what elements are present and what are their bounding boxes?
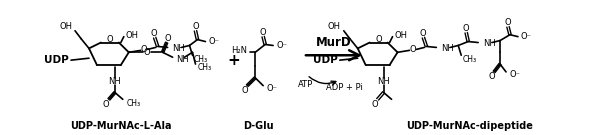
Text: CH₃: CH₃ (462, 55, 477, 64)
Text: UDP: UDP (313, 55, 338, 65)
Text: O: O (192, 22, 199, 31)
Text: O: O (164, 34, 171, 43)
Text: NH: NH (177, 55, 189, 64)
Text: NH: NH (441, 44, 454, 53)
Text: O: O (107, 35, 113, 44)
Text: O: O (260, 28, 267, 37)
Text: OH: OH (328, 22, 341, 31)
Text: UDP-MurNAc-dipeptide: UDP-MurNAc-dipeptide (406, 121, 533, 131)
Text: O: O (151, 29, 157, 38)
Text: NH: NH (377, 77, 390, 86)
Text: O: O (375, 35, 382, 44)
Text: OH: OH (126, 31, 139, 40)
Text: D-Glu: D-Glu (243, 121, 274, 131)
Text: OH: OH (59, 22, 72, 31)
Text: NH: NH (108, 77, 121, 86)
Text: O⁻: O⁻ (521, 32, 532, 41)
Text: O⁻: O⁻ (509, 70, 520, 79)
Text: ATP: ATP (298, 80, 314, 89)
Text: O: O (488, 72, 496, 81)
Text: +: + (227, 53, 240, 68)
Text: O: O (143, 48, 150, 57)
Text: O⁻: O⁻ (276, 41, 287, 50)
Text: O: O (242, 86, 249, 95)
Text: NH: NH (483, 39, 496, 48)
Text: O: O (419, 29, 426, 38)
Text: NH: NH (173, 44, 185, 53)
Text: O: O (140, 45, 147, 54)
Text: ADP + Pi: ADP + Pi (326, 83, 363, 92)
Text: CH₃: CH₃ (198, 63, 212, 72)
Text: O: O (102, 100, 109, 109)
Text: OH: OH (394, 31, 408, 40)
Text: MurD: MurD (316, 36, 352, 49)
Text: O: O (505, 18, 511, 27)
Text: O: O (463, 24, 469, 33)
Text: CH₃: CH₃ (127, 99, 141, 108)
Text: UDP: UDP (44, 55, 69, 65)
FancyArrowPatch shape (309, 77, 336, 85)
Text: O⁻: O⁻ (208, 37, 220, 46)
Text: O: O (409, 45, 416, 54)
Text: H₂N: H₂N (231, 46, 248, 55)
Text: O: O (371, 100, 378, 109)
Text: O⁻: O⁻ (266, 84, 277, 93)
Text: UDP-MurNAc-L-Ala: UDP-MurNAc-L-Ala (70, 121, 171, 131)
Text: CH₃: CH₃ (193, 55, 208, 64)
